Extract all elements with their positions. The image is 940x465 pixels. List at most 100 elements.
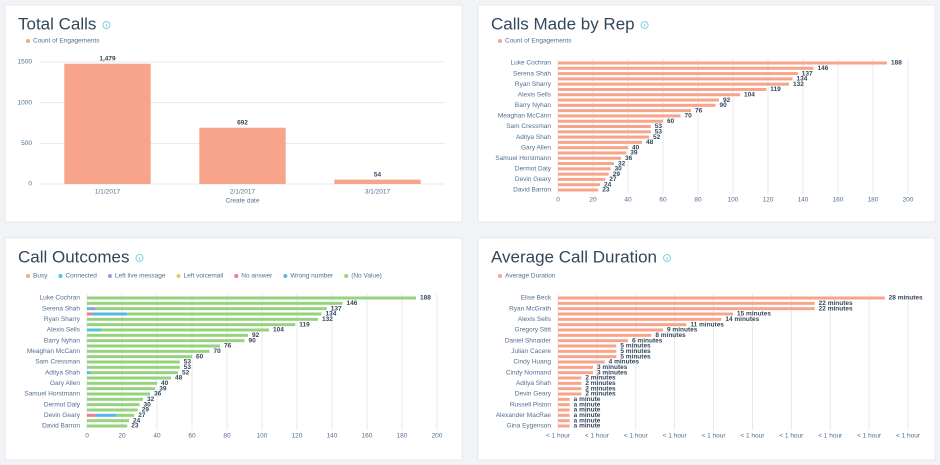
value-label: 104 — [744, 91, 755, 98]
bar — [558, 371, 593, 375]
x-tick-label: 120 — [763, 197, 774, 204]
bar — [558, 125, 651, 128]
bar — [95, 307, 327, 311]
y-tick-label: Ryan McGrath — [509, 305, 551, 312]
bar — [558, 82, 789, 86]
total-label: 60 — [196, 353, 204, 360]
bar — [127, 312, 322, 316]
y-tick-label: Barry Nyhan — [44, 337, 81, 344]
bar — [558, 296, 885, 300]
y-tick-label: Cindy Normand — [506, 369, 552, 376]
bar — [558, 365, 593, 369]
bar — [87, 360, 180, 364]
y-tick-label: Meaghan McCann — [27, 348, 80, 355]
x-tick-label: 60 — [188, 433, 196, 440]
total-label: 92 — [252, 332, 260, 339]
x-tick-label: 3/1/2017 — [365, 189, 391, 196]
y-tick-label: Sam Cressman — [35, 359, 80, 366]
bar — [558, 156, 621, 160]
y-tick-label: Alexis Sells — [47, 327, 81, 334]
bar — [87, 365, 180, 369]
panel — [477, 237, 936, 461]
y-tick-label: Devin Geary — [44, 412, 81, 419]
bar — [558, 167, 611, 171]
bar — [558, 312, 733, 316]
bar — [87, 312, 93, 316]
bar — [95, 413, 117, 417]
total-label: 24 — [133, 417, 141, 424]
y-tick-label: Alexis Sells — [518, 91, 552, 98]
legend-swatch — [344, 274, 349, 278]
total-label: 70 — [214, 348, 222, 355]
y-tick-label: Aditya Shah — [516, 380, 551, 387]
bar — [558, 114, 681, 118]
y-tick-label: Sam Cressman — [506, 123, 551, 130]
bar — [558, 146, 628, 150]
bar — [558, 392, 582, 396]
y-tick-label: Samuel Horstmann — [495, 155, 551, 162]
bar — [558, 119, 663, 123]
bar — [558, 307, 815, 311]
total-label: 132 — [322, 316, 333, 323]
legend-label: Left live message — [115, 273, 166, 280]
legend-label: No answer — [241, 273, 273, 280]
total-label: 90 — [249, 337, 257, 344]
bar — [87, 408, 138, 412]
bar — [558, 355, 617, 359]
total-label: 32 — [147, 396, 155, 403]
y-tick-label: Julian Cacere — [511, 348, 551, 355]
bar — [87, 323, 296, 327]
panel — [477, 4, 936, 223]
x-tick-label: 0 — [85, 433, 89, 440]
legend-label: Count of Engagements — [33, 38, 100, 45]
total-label: 53 — [184, 364, 192, 371]
bar — [90, 307, 96, 311]
value-label: 36 — [625, 155, 633, 162]
y-tick-label: Ryan Sharry — [515, 81, 552, 88]
x-tick-label: 20 — [118, 433, 126, 440]
value-label: 39 — [630, 150, 638, 157]
y-tick-label: Alexis Sells — [518, 316, 552, 323]
bar — [87, 419, 129, 423]
total-label: 188 — [420, 295, 431, 302]
legend-swatch — [283, 274, 288, 278]
y-tick-label: David Barron — [42, 423, 80, 430]
y-tick-label: Elise Beck — [521, 295, 552, 302]
total-label: 29 — [142, 407, 150, 414]
x-axis-title: Create date — [226, 198, 260, 205]
legend-swatch — [234, 274, 239, 278]
value-label: 54 — [374, 171, 382, 178]
panel — [4, 237, 463, 461]
bar — [558, 344, 617, 348]
x-tick-label: 200 — [903, 197, 914, 204]
bar — [558, 403, 570, 407]
y-tick-label: Gregory Stitt — [515, 327, 552, 334]
info-icon — [640, 21, 649, 29]
value-label: 23 — [602, 187, 610, 194]
x-tick-label: < 1 hour — [585, 433, 610, 440]
y-tick-label: Aditya Shah — [45, 369, 80, 376]
value-label: 3 minutes — [597, 369, 628, 376]
bar — [558, 98, 719, 102]
value-label: 14 minutes — [725, 316, 759, 323]
x-tick-label: < 1 hour — [740, 433, 765, 440]
y-tick-label: Meaghan McCann — [498, 113, 551, 120]
legend-swatch — [58, 274, 63, 278]
legend-swatch — [498, 274, 502, 278]
value-label: 92 — [723, 97, 731, 104]
x-tick-label: 40 — [153, 433, 161, 440]
bar — [87, 371, 91, 375]
bar — [87, 333, 248, 337]
x-tick-label: < 1 hour — [663, 433, 688, 440]
value-label: 30 — [615, 166, 623, 173]
x-tick-label: 40 — [624, 197, 632, 204]
bar — [87, 296, 416, 300]
bar — [87, 376, 171, 380]
y-tick-label: Dermot Daly — [44, 401, 81, 408]
x-tick-label: < 1 hour — [857, 433, 882, 440]
bar — [558, 376, 582, 380]
total-label: 76 — [224, 343, 232, 350]
chart-title: Total Calls — [18, 14, 96, 33]
bar — [558, 135, 649, 139]
bar — [558, 93, 740, 97]
